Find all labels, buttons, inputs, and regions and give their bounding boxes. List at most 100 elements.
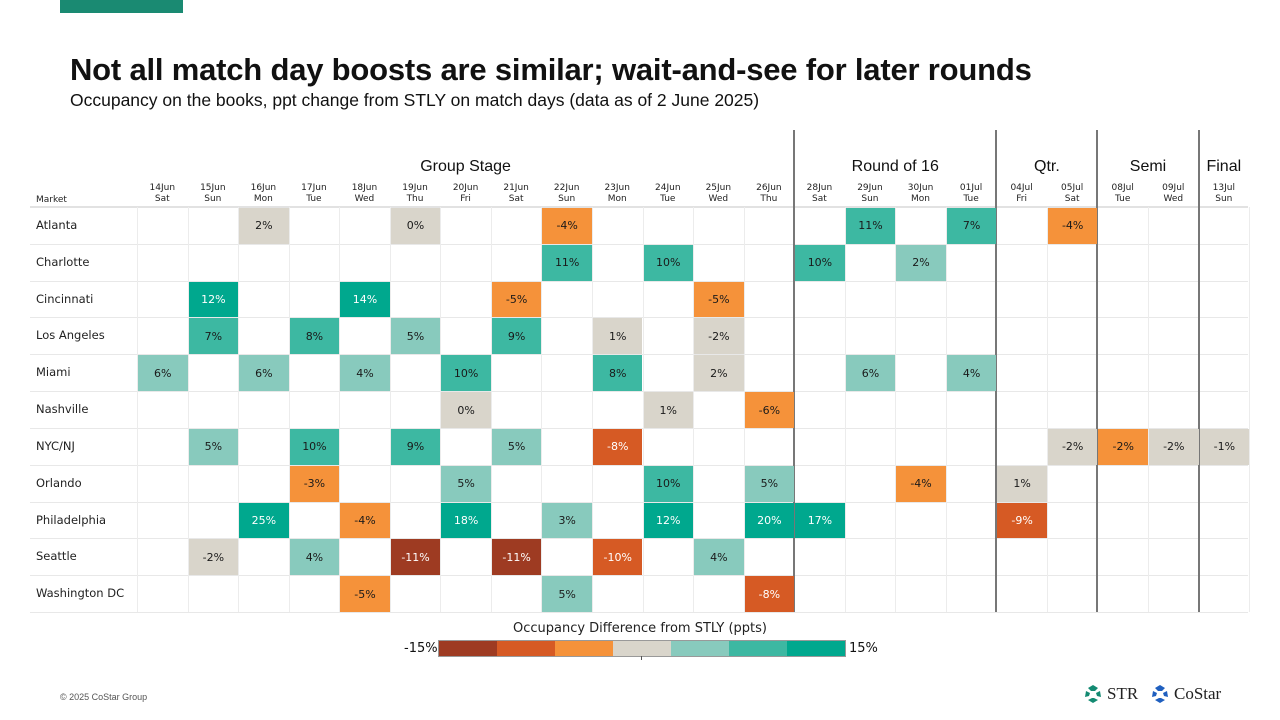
market-label: Nashville: [36, 402, 89, 417]
legend-swatch: [613, 641, 671, 656]
column-rule: [693, 207, 695, 612]
column-day: Sat: [154, 194, 170, 204]
column-header: 22Jun Sun: [541, 183, 592, 205]
costar-logo-icon: [1152, 685, 1168, 703]
column-day: Mon: [607, 194, 627, 204]
heatmap-cell: 11%: [845, 208, 896, 244]
column-rule: [389, 207, 391, 612]
page-subtitle: Occupancy on the books, ppt change from …: [70, 90, 760, 110]
column-date: 21Jun: [503, 183, 529, 193]
row-rule: [30, 575, 1248, 577]
heatmap-cell: 10%: [795, 244, 845, 281]
heatmap-cell: 12%: [188, 281, 239, 318]
heatmap-cell: 2%: [694, 355, 744, 392]
column-header: 29Jun Sun: [845, 183, 896, 205]
column-date: 18Jun: [351, 183, 378, 193]
heatmap-cell: 5%: [744, 465, 795, 502]
column-date: 20Jun: [452, 183, 479, 193]
market-label: Washington DC: [36, 586, 125, 601]
heatmap-cell: 8%: [592, 355, 643, 392]
stage-divider: [1096, 130, 1099, 612]
heatmap-cell: -1%: [1199, 428, 1250, 465]
header-rule: [30, 206, 1248, 208]
stage-label: Qtr.: [1034, 158, 1060, 175]
heatmap-cell: 10%: [643, 465, 694, 502]
heatmap-cell: 10%: [289, 428, 340, 465]
stage-label: Semi: [1129, 158, 1167, 175]
column-rule: [238, 207, 240, 612]
heatmap-cell: 5%: [188, 428, 239, 465]
column-day: Tue: [1115, 194, 1131, 204]
heatmap-cell: -6%: [744, 392, 795, 428]
heatmap-cell: -5%: [340, 576, 390, 612]
heatmap-cell: 11%: [542, 244, 592, 281]
costar-logo: CoStar: [1150, 684, 1221, 704]
column-day: Wed: [1163, 194, 1184, 204]
column-header: 01Jul Tue: [946, 183, 997, 205]
row-rule: [30, 243, 1248, 245]
heatmap-cell: -2%: [1098, 428, 1148, 465]
heatmap-cell: 1%: [997, 465, 1047, 502]
column-day: Mon: [253, 194, 273, 204]
row-rule: [30, 612, 1248, 614]
column-day: Wed: [354, 194, 375, 204]
row-rule: [30, 317, 1248, 319]
heatmap-cell: 20%: [744, 502, 795, 539]
column-header: 09Jul Wed: [1148, 183, 1199, 205]
heatmap-cell: 2%: [896, 244, 946, 281]
column-date: 01Jul: [959, 183, 983, 193]
market-label: Atlanta: [36, 218, 78, 232]
stage-label: Final: [1206, 158, 1242, 175]
heatmap-cell: 9%: [491, 318, 542, 355]
column-day: Sun: [1215, 194, 1233, 204]
column-rule: [1046, 207, 1048, 612]
legend-color-scale: [438, 640, 846, 657]
column-day: Sun: [204, 194, 222, 204]
column-rule: [1249, 207, 1251, 612]
column-date: 25Jun: [705, 183, 732, 193]
str-logo: STR: [1083, 684, 1138, 704]
column-day: Sat: [812, 194, 827, 204]
stage-divider: [995, 130, 998, 612]
market-label: Los Angeles: [36, 328, 105, 343]
column-day: Mon: [911, 194, 931, 204]
heatmap-cell: 5%: [441, 465, 491, 502]
column-day: Fri: [1016, 194, 1027, 204]
legend-swatch: [555, 641, 613, 656]
heatmap-cell: -11%: [390, 539, 441, 576]
column-header: 28Jun Sat: [794, 183, 845, 205]
column-rule: [288, 207, 290, 612]
heatmap-cell: 12%: [643, 502, 694, 539]
heatmap-cell: -4%: [1047, 208, 1098, 244]
column-rule: [490, 207, 492, 612]
stage-label: Group Stage: [420, 158, 511, 175]
copyright: © 2025 CoStar Group: [60, 692, 148, 702]
column-day: Wed: [708, 194, 729, 204]
page-title: Not all match day boosts are similar; wa…: [70, 52, 1032, 87]
heatmap-cell: -4%: [542, 208, 592, 244]
column-header: 08Jul Tue: [1097, 183, 1148, 205]
heatmap-cell: 7%: [188, 318, 239, 355]
column-rule: [895, 207, 897, 612]
column-header: 04Jul Fri: [996, 183, 1047, 205]
column-header: 25Jun Wed: [693, 183, 744, 205]
column-date: 16Jun: [250, 183, 277, 193]
column-day: Sun: [558, 194, 576, 204]
legend-center-tick: [641, 656, 642, 660]
heatmap-cell: -3%: [289, 465, 340, 502]
row-rule: [30, 464, 1248, 466]
column-date: 28Jun: [806, 183, 833, 193]
row-rule: [30, 427, 1248, 429]
column-date: 19Jun: [402, 183, 428, 193]
heatmap-cell: -5%: [491, 281, 542, 318]
column-rule: [339, 207, 341, 612]
column-header: 24Jun Tue: [643, 183, 694, 205]
heatmap-cell: -9%: [997, 502, 1047, 539]
heatmap-cell: 6%: [138, 355, 188, 392]
column-date: 30Jun: [907, 183, 934, 193]
row-rule: [30, 391, 1248, 393]
column-header: 16Jun Mon: [238, 183, 289, 205]
heatmap-cell: 0%: [441, 392, 491, 428]
heatmap-cell: 6%: [239, 355, 289, 392]
heatmap-cell: 4%: [694, 539, 744, 576]
